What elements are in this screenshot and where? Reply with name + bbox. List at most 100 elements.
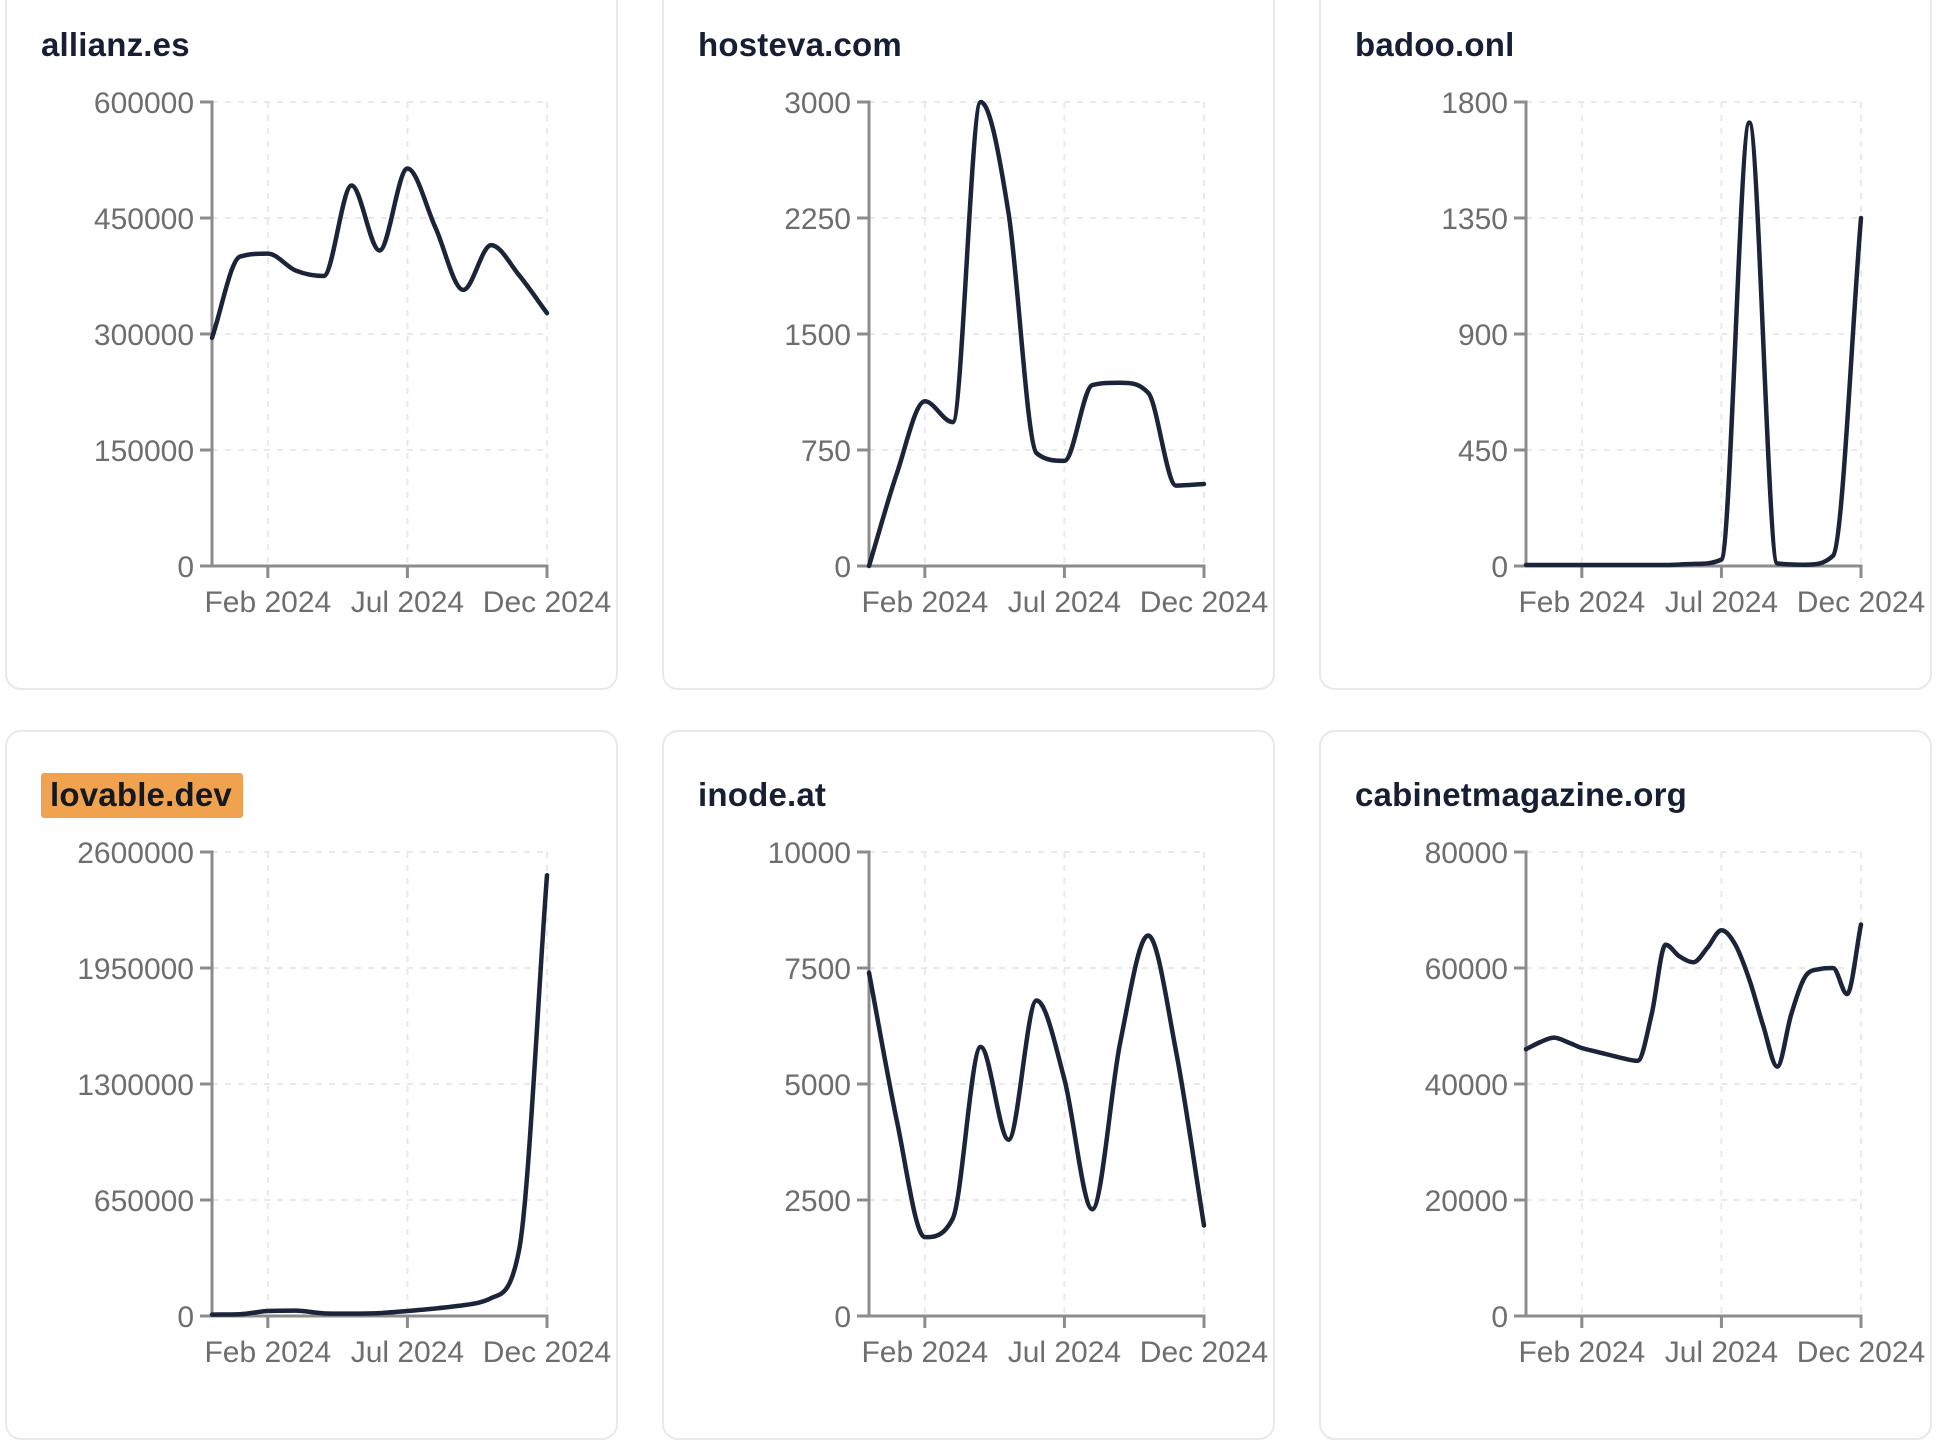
x-tick-label: Feb 2024 <box>204 586 331 619</box>
x-tick-label: Jul 2024 <box>1665 1336 1778 1369</box>
x-tick-label: Jul 2024 <box>351 586 464 619</box>
chart-title[interactable]: allianz.es <box>41 26 190 63</box>
x-tick-label: Feb 2024 <box>1518 586 1645 619</box>
y-tick-label: 2500 <box>784 1185 851 1218</box>
y-tick-label: 20000 <box>1425 1185 1508 1218</box>
x-tick-label: Dec 2024 <box>483 586 611 619</box>
gridlines <box>1526 101 1862 566</box>
x-tick-labels: Feb 2024 Jul 2024 Dec 2024 <box>861 586 1268 619</box>
chart-card-cabinetmagazine: cabinetmagazine.org 0 20000 40000 60000 8000… <box>1319 730 1932 1440</box>
chart-title-row: cabinetmagazine.org <box>1355 776 1687 820</box>
x-tick-label: Jul 2024 <box>1665 586 1778 619</box>
chart-title[interactable]: inode.at <box>698 776 827 813</box>
y-tick-label: 1300000 <box>77 1069 194 1102</box>
y-tick-label: 1800 <box>1441 87 1508 120</box>
y-tick-label: 750 <box>801 435 851 468</box>
axis-domain <box>857 850 1206 1328</box>
y-tick-label: 300000 <box>94 319 194 352</box>
axis-domain <box>857 100 1206 578</box>
y-tick-label: 0 <box>1491 1301 1508 1334</box>
chart-card-badoo: badoo.onl 0 450 900 1350 1800 Feb 2024 Jul 202… <box>1319 0 1932 690</box>
y-tick-label: 3000 <box>784 87 851 120</box>
y-tick-label: 0 <box>1491 551 1508 584</box>
line-chart: 0 20000 40000 60000 80000 Feb 2024 Jul 2024 Dec… <box>1425 837 1926 1369</box>
x-tick-label: Jul 2024 <box>1008 586 1121 619</box>
chart-title-highlighted[interactable]: lovable.dev <box>41 773 243 818</box>
chart-card-inode: inode.at 0 2500 5000 7500 10000 Feb 2024 Jul 2… <box>662 730 1275 1440</box>
data-line <box>209 872 550 1317</box>
line-chart: 0 450 900 1350 1800 Feb 2024 Jul 2024 Dec 2024 <box>1441 87 1925 619</box>
x-tick-label: Dec 2024 <box>1140 1336 1268 1369</box>
y-tick-label: 450000 <box>94 203 194 236</box>
x-tick-label: Jul 2024 <box>351 1336 464 1369</box>
x-tick-labels: Feb 2024 Jul 2024 Dec 2024 <box>204 1336 611 1369</box>
data-line <box>209 166 550 341</box>
y-tick-labels: 0 650000 1300000 1950000 2600000 <box>77 837 194 1334</box>
y-tick-label: 2250 <box>784 203 851 236</box>
x-tick-label: Dec 2024 <box>1797 586 1925 619</box>
y-tick-label: 1500 <box>784 319 851 352</box>
y-tick-label: 450 <box>1458 435 1508 468</box>
y-tick-labels: 0 450 900 1350 1800 <box>1441 87 1508 584</box>
gridlines <box>1526 851 1862 1316</box>
axis-domain <box>1514 850 1863 1328</box>
x-tick-label: Dec 2024 <box>483 1336 611 1369</box>
gridlines <box>212 851 548 1316</box>
data-line <box>866 933 1207 1240</box>
gridlines <box>869 851 1205 1316</box>
line-chart: 0 650000 1300000 1950000 2600000 Feb 2024 Jul … <box>77 837 611 1369</box>
y-tick-label: 60000 <box>1425 953 1508 986</box>
x-tick-label: Jul 2024 <box>1008 1336 1121 1369</box>
y-tick-label: 40000 <box>1425 1069 1508 1102</box>
y-tick-labels: 0 20000 40000 60000 80000 <box>1425 837 1508 1334</box>
y-tick-label: 0 <box>834 1301 851 1334</box>
y-tick-label: 900 <box>1458 319 1508 352</box>
y-tick-label: 5000 <box>784 1069 851 1102</box>
y-tick-label: 7500 <box>784 953 851 986</box>
line-chart: 0 750 1500 2250 3000 Feb 2024 Jul 2024 Dec 2024 <box>784 87 1268 619</box>
x-tick-label: Dec 2024 <box>1797 1336 1925 1369</box>
axes <box>200 850 549 1328</box>
y-tick-label: 0 <box>177 1301 194 1334</box>
x-tick-label: Feb 2024 <box>1518 1336 1645 1369</box>
x-tick-labels: Feb 2024 Jul 2024 Dec 2024 <box>1518 1336 1925 1369</box>
axis-domain <box>1514 100 1863 578</box>
y-tick-label: 150000 <box>94 435 194 468</box>
gridlines <box>212 101 548 566</box>
chart-card-hosteva: hosteva.com 0 750 1500 2250 3000 Feb 2024 Jul … <box>662 0 1275 690</box>
axes <box>857 100 1206 578</box>
chart-title[interactable]: cabinetmagazine.org <box>1355 776 1688 813</box>
x-tick-label: Feb 2024 <box>861 1336 988 1369</box>
chart-title-row: inode.at <box>698 776 826 820</box>
chart-title[interactable]: badoo.onl <box>1355 26 1515 63</box>
chart-title-row: allianz.es <box>41 26 190 70</box>
chart-card-lovable: lovable.dev 0 650000 1300000 1950000 2600000… <box>5 730 618 1440</box>
chart-title[interactable]: hosteva.com <box>698 26 902 63</box>
gridlines <box>869 101 1205 566</box>
chart-card-allianz: allianz.es 0 150000 300000 450000 600000 Feb … <box>5 0 618 690</box>
axis-domain <box>200 850 549 1328</box>
data-line <box>866 99 1207 569</box>
y-tick-label: 2600000 <box>77 837 194 870</box>
axes <box>1514 100 1863 578</box>
line-chart: 0 150000 300000 450000 600000 Feb 2024 Jul 202… <box>94 87 611 619</box>
y-tick-labels: 0 750 1500 2250 3000 <box>784 87 851 584</box>
x-tick-label: Dec 2024 <box>1140 586 1268 619</box>
x-tick-labels: Feb 2024 Jul 2024 Dec 2024 <box>204 586 611 619</box>
y-tick-label: 1350 <box>1441 203 1508 236</box>
y-tick-labels: 0 2500 5000 7500 10000 <box>768 837 851 1334</box>
axes <box>1514 850 1863 1328</box>
chart-title-row: badoo.onl <box>1355 26 1514 70</box>
x-tick-label: Feb 2024 <box>204 1336 331 1369</box>
chart-title-row: hosteva.com <box>698 26 902 70</box>
y-tick-label: 80000 <box>1425 837 1508 870</box>
x-tick-labels: Feb 2024 Jul 2024 Dec 2024 <box>861 1336 1268 1369</box>
y-tick-labels: 0 150000 300000 450000 600000 <box>94 87 194 584</box>
data-line <box>1523 922 1864 1069</box>
chart-title-row: lovable.dev <box>41 773 243 820</box>
axes <box>857 850 1206 1328</box>
axes <box>200 100 549 578</box>
y-tick-label: 0 <box>834 551 851 584</box>
data-line <box>1523 120 1864 568</box>
